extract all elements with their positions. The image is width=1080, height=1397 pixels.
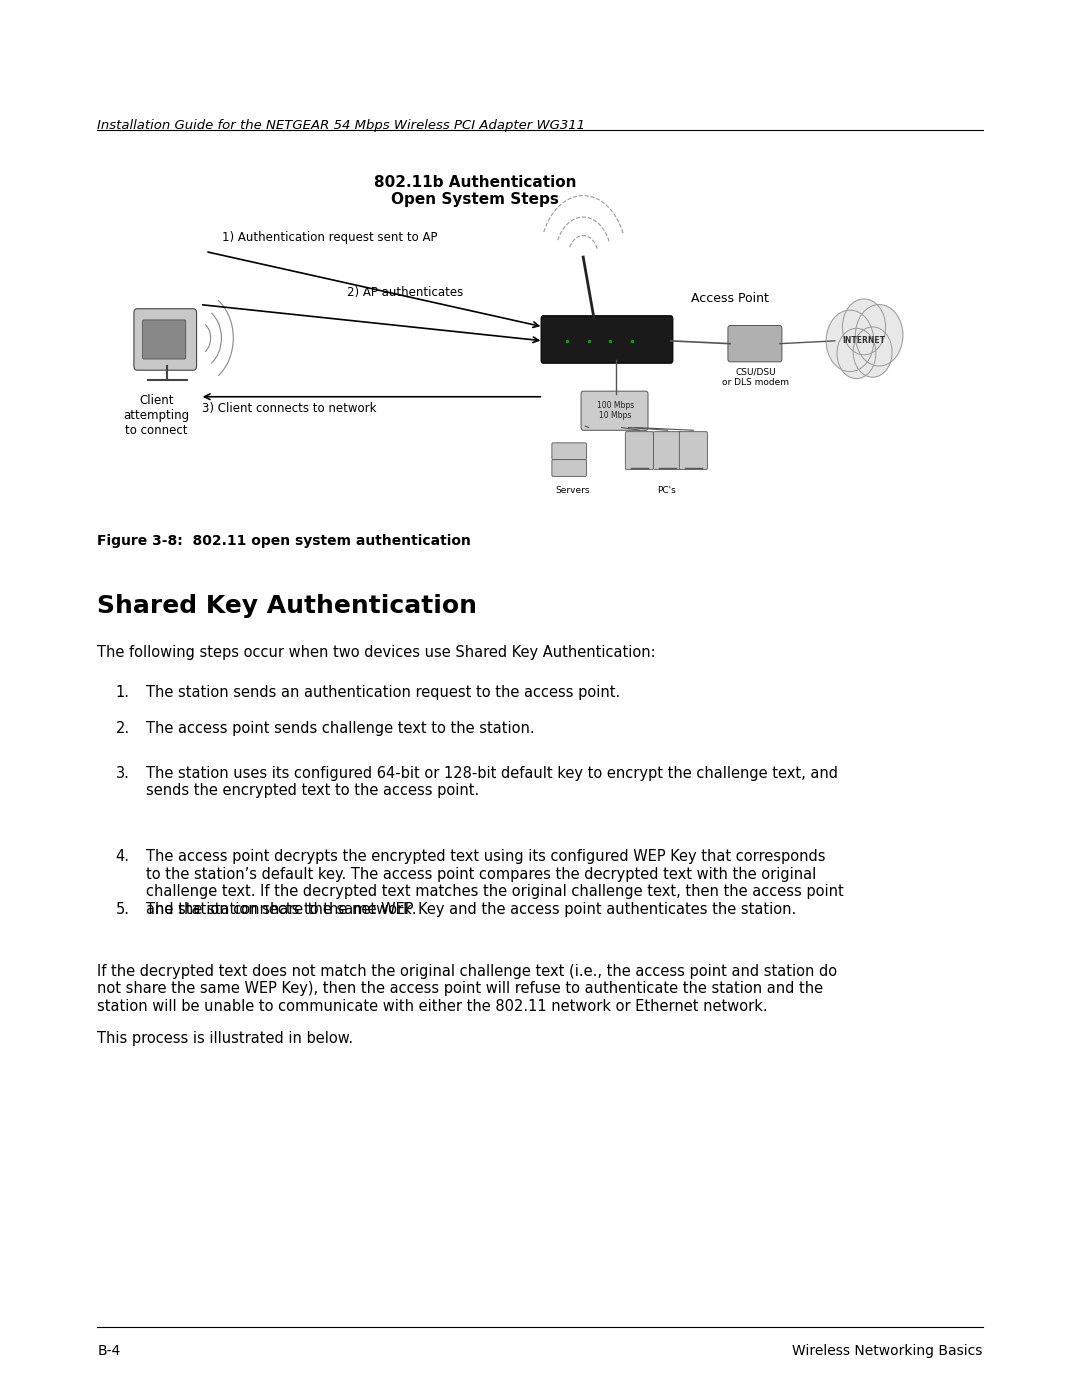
FancyBboxPatch shape [728,326,782,362]
Circle shape [837,328,876,379]
Text: Wireless Networking Basics: Wireless Networking Basics [793,1344,983,1358]
Text: 2) AP authenticates: 2) AP authenticates [347,286,463,299]
Circle shape [853,327,892,377]
Text: Servers: Servers [555,486,590,495]
FancyBboxPatch shape [653,432,681,469]
FancyBboxPatch shape [541,316,673,363]
Text: The station connects to the network.: The station connects to the network. [146,902,416,918]
Text: 1.: 1. [116,685,130,700]
Text: The station uses its configured 64-bit or 128-bit default key to encrypt the cha: The station uses its configured 64-bit o… [146,766,838,798]
FancyBboxPatch shape [625,432,653,469]
Text: 5.: 5. [116,902,130,918]
Text: 3.: 3. [116,766,130,781]
Text: The station sends an authentication request to the access point.: The station sends an authentication requ… [146,685,620,700]
FancyBboxPatch shape [143,320,186,359]
Text: Figure 3-8:  802.11 open system authentication: Figure 3-8: 802.11 open system authentic… [97,534,471,548]
Circle shape [855,305,903,366]
Text: This process is illustrated in below.: This process is illustrated in below. [97,1031,353,1046]
Circle shape [826,310,874,372]
Text: B-4: B-4 [97,1344,121,1358]
Text: Access Point: Access Point [691,292,769,306]
Text: The access point sends challenge text to the station.: The access point sends challenge text to… [146,721,535,736]
Text: The access point decrypts the encrypted text using its configured WEP Key that c: The access point decrypts the encrypted … [146,849,843,916]
FancyBboxPatch shape [134,309,197,370]
Circle shape [842,299,886,355]
Text: 2.: 2. [116,721,130,736]
FancyBboxPatch shape [679,432,707,469]
Text: 4.: 4. [116,849,130,865]
FancyBboxPatch shape [581,391,648,430]
Text: Shared Key Authentication: Shared Key Authentication [97,594,477,617]
Text: 802.11b Authentication
Open System Steps: 802.11b Authentication Open System Steps [374,175,577,207]
Text: INTERNET: INTERNET [842,337,886,345]
FancyBboxPatch shape [552,460,586,476]
Text: The following steps occur when two devices use Shared Key Authentication:: The following steps occur when two devic… [97,645,656,661]
Text: If the decrypted text does not match the original challenge text (i.e., the acce: If the decrypted text does not match the… [97,964,837,1014]
Text: 3) Client connects to network: 3) Client connects to network [202,402,377,415]
Text: 1) Authentication request sent to AP: 1) Authentication request sent to AP [221,232,437,244]
Text: CSU/DSU
or DLS modem: CSU/DSU or DLS modem [723,367,789,387]
FancyBboxPatch shape [552,443,586,460]
Text: Client
attempting
to connect: Client attempting to connect [123,394,190,437]
Text: PC's: PC's [657,486,676,495]
Text: 100 Mbps
10 Mbps: 100 Mbps 10 Mbps [597,401,634,420]
Text: Installation Guide for the NETGEAR 54 Mbps Wireless PCI Adapter WG311: Installation Guide for the NETGEAR 54 Mb… [97,119,585,131]
